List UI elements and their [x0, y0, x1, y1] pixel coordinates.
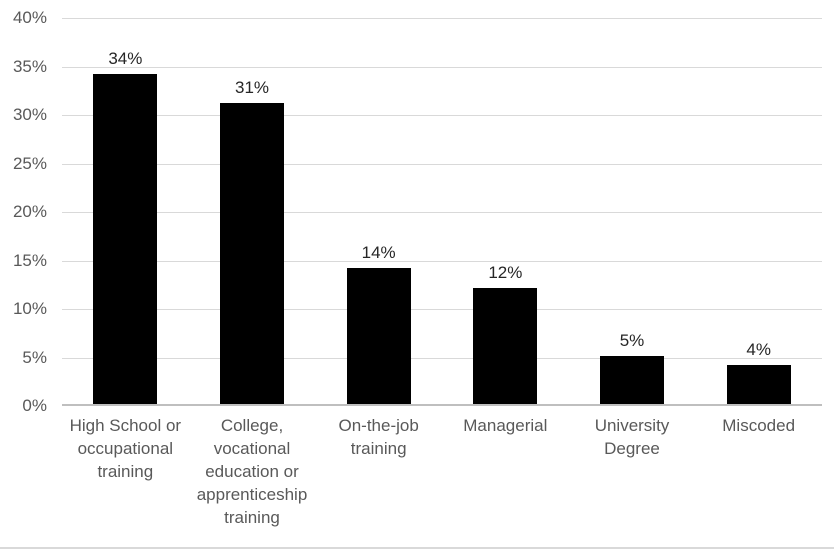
y-tick-label: 20% — [12, 202, 47, 221]
gridline — [62, 260, 822, 262]
y-tick-label: 0% — [22, 396, 47, 415]
gridline — [62, 163, 822, 165]
bar-value-label: 4% — [746, 340, 771, 360]
gridline — [62, 66, 822, 68]
x-axis-line — [62, 404, 822, 406]
y-tick-label: 35% — [12, 56, 47, 76]
bar-value-label: 5% — [619, 330, 645, 350]
x-category-label: On-the-job training — [338, 416, 419, 458]
bar-value-label: 34% — [108, 49, 143, 69]
bar — [600, 355, 664, 404]
y-tick-label: 10% — [12, 299, 47, 318]
y-tick-label: 25% — [12, 153, 47, 173]
bar — [726, 365, 791, 404]
x-category-label: Miscoded — [722, 416, 796, 435]
y-tick-label: 15% — [12, 250, 47, 270]
chart-bottom-border — [0, 547, 834, 549]
y-tick-label: 5% — [22, 347, 47, 367]
gridline — [62, 18, 822, 19]
bar-value-label: 14% — [361, 243, 396, 263]
gridline — [62, 309, 822, 310]
y-axis: 0% 5% 10% 15% 20% 25% 30% 35% 40% — [0, 0, 47, 552]
bar — [473, 287, 538, 404]
x-axis: High School or occupational training Coll… — [62, 414, 822, 544]
x-category-label: College, vocational education or apprent… — [196, 416, 308, 527]
x-category-label: University Degree — [594, 416, 670, 458]
bar-value-label: 31% — [234, 78, 270, 98]
gridline — [62, 212, 822, 213]
gridline — [62, 357, 822, 359]
bar-value-label: 12% — [488, 262, 523, 282]
bar — [93, 74, 158, 404]
y-tick-label: 40% — [12, 8, 47, 27]
y-tick-label: 30% — [12, 105, 47, 124]
x-category-label: Managerial — [463, 416, 548, 435]
x-category-label: High School or occupational training — [69, 416, 182, 481]
bar — [346, 268, 411, 404]
plot-area: 34% 31% 14% 12% 5% 4% — [62, 18, 822, 406]
bar — [220, 103, 284, 404]
gridline — [62, 115, 822, 116]
